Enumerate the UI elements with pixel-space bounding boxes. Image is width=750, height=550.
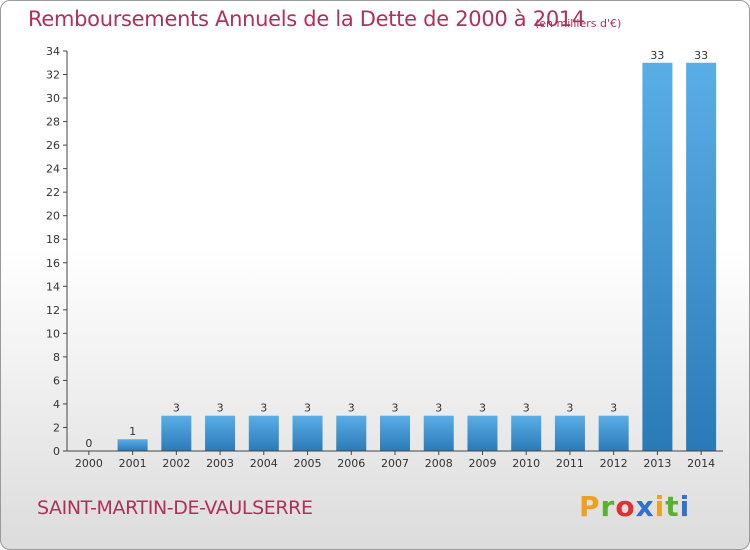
x-tick-label: 2001 bbox=[119, 457, 147, 470]
bar bbox=[205, 415, 236, 451]
bar-value-label: 3 bbox=[523, 402, 530, 415]
bar bbox=[467, 415, 498, 451]
bar-value-label: 3 bbox=[260, 402, 267, 415]
bar-value-label: 3 bbox=[304, 402, 311, 415]
x-tick-label: 2013 bbox=[643, 457, 671, 470]
bars-group: 013 3 3 3 3 3 3 3 3 3 333 33 bbox=[85, 49, 717, 451]
y-tick-label: 26 bbox=[46, 139, 60, 152]
y-tick-label: 20 bbox=[46, 210, 60, 223]
chart-title: Remboursements Annuels de la Dette de 20… bbox=[28, 7, 585, 31]
logo-letter: P bbox=[579, 490, 601, 523]
bar-value-label: 3 bbox=[173, 402, 180, 415]
bar-value-label: 3 bbox=[479, 402, 486, 415]
x-tick-label: 2009 bbox=[468, 457, 496, 470]
x-tick-label: 2003 bbox=[206, 457, 234, 470]
bar-value-label: 3 bbox=[435, 402, 442, 415]
logo-letter: t bbox=[665, 490, 680, 523]
bar bbox=[161, 415, 192, 451]
x-tick-label: 2008 bbox=[425, 457, 453, 470]
bar bbox=[423, 415, 454, 451]
y-tick-label: 30 bbox=[46, 92, 60, 105]
bar-value-label: 3 bbox=[610, 402, 617, 415]
logo-letter: o bbox=[615, 490, 636, 523]
x-tick-label: 2005 bbox=[294, 457, 322, 470]
bar bbox=[642, 62, 673, 451]
logo-letter: r bbox=[600, 490, 616, 523]
proxiti-logo[interactable]: Proxiti bbox=[579, 490, 690, 523]
y-tick-label: 16 bbox=[46, 257, 60, 270]
bar bbox=[117, 439, 148, 451]
bar-value-label: 33 bbox=[650, 49, 664, 62]
bar bbox=[598, 415, 629, 451]
y-tick-label: 0 bbox=[53, 445, 60, 458]
y-tick-label: 32 bbox=[46, 69, 60, 82]
commune-name: SAINT-MARTIN-DE-VAULSERRE bbox=[37, 497, 313, 519]
y-tick-label: 6 bbox=[53, 374, 60, 387]
logo-letter: i bbox=[654, 490, 666, 523]
x-tick-label: 2011 bbox=[556, 457, 584, 470]
x-tick-label: 2014 bbox=[687, 457, 715, 470]
y-tick-label: 12 bbox=[46, 304, 60, 317]
bar-value-label: 3 bbox=[392, 402, 399, 415]
bar-value-label: 3 bbox=[217, 402, 224, 415]
y-tick-label: 22 bbox=[46, 186, 60, 199]
bar bbox=[511, 415, 542, 451]
x-tick-label: 2002 bbox=[162, 457, 190, 470]
y-tick-label: 2 bbox=[53, 421, 60, 434]
y-tick-label: 28 bbox=[46, 116, 60, 129]
chart-subtitle: (en milliers d'€) bbox=[535, 17, 622, 30]
y-tick-label: 4 bbox=[53, 398, 60, 411]
bar-value-label: 3 bbox=[566, 402, 573, 415]
bar-value-label: 0 bbox=[85, 437, 92, 450]
bar bbox=[380, 415, 410, 451]
bar bbox=[336, 415, 367, 451]
x-tick-label: 2006 bbox=[337, 457, 365, 470]
bar bbox=[686, 62, 717, 451]
bar bbox=[554, 415, 585, 451]
x-tick-label: 2000 bbox=[75, 457, 103, 470]
y-tick-label: 8 bbox=[53, 351, 60, 364]
bar-value-label: 33 bbox=[694, 49, 708, 62]
y-tick-label: 18 bbox=[46, 233, 60, 246]
logo-letter: x bbox=[635, 490, 655, 523]
y-tick-label: 24 bbox=[46, 163, 60, 176]
x-tick-label: 2012 bbox=[600, 457, 628, 470]
axes-group: 2000 2001 2002 2003 2004 2005 2006 2007 2008 2009… bbox=[46, 45, 723, 470]
bar bbox=[292, 415, 323, 451]
y-tick-label: 14 bbox=[46, 280, 60, 293]
y-tick-label: 34 bbox=[46, 45, 60, 58]
x-tick-label: 2007 bbox=[381, 457, 409, 470]
x-tick-label: 2010 bbox=[512, 457, 540, 470]
y-tick-label: 10 bbox=[46, 327, 60, 340]
logo-letter: i bbox=[679, 490, 691, 523]
bar bbox=[248, 415, 279, 451]
bar-value-label: 3 bbox=[348, 402, 355, 415]
bar-value-label: 1 bbox=[129, 425, 136, 438]
bar-chart: 013 3 3 3 3 3 3 3 3 3 333 33 2000 2001 2002 2003 2004 20… bbox=[46, 45, 723, 470]
x-tick-label: 2004 bbox=[250, 457, 278, 470]
